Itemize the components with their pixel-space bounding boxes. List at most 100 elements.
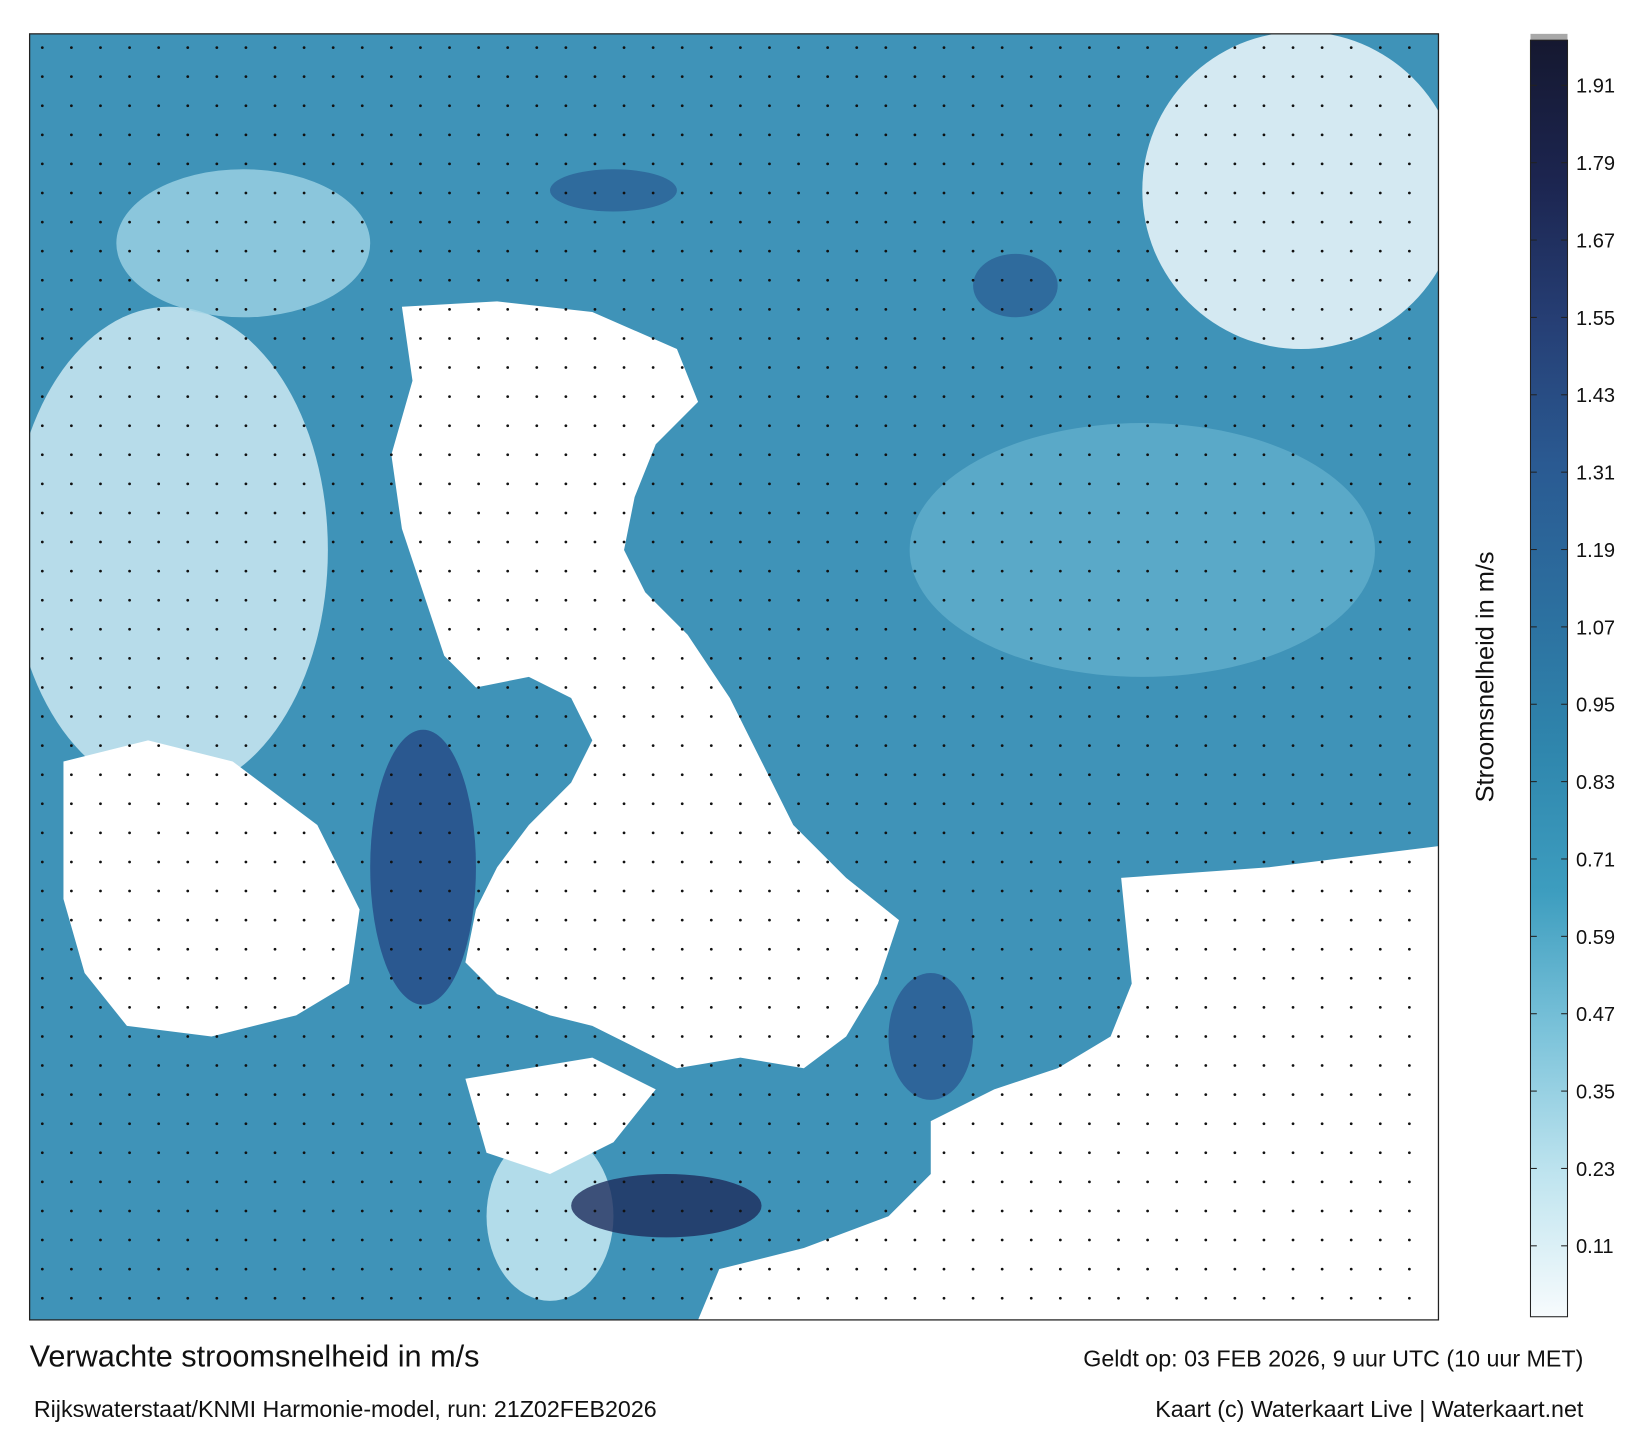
grid-dot: [739, 831, 742, 835]
grid-dot: [1378, 744, 1382, 747]
grid-dot: [477, 278, 480, 282]
grid-dot: [1408, 1122, 1411, 1126]
grid-dot: [1204, 1296, 1208, 1300]
grid-dot: [1088, 395, 1091, 398]
grid-dot: [506, 453, 510, 457]
grid-dot: [1029, 46, 1033, 49]
grid-dot: [1204, 627, 1208, 631]
grid-dot: [1204, 453, 1208, 457]
grid-dot: [1175, 1180, 1179, 1184]
grid-dot: [1146, 860, 1149, 864]
grid-dot: [651, 889, 655, 893]
grid-dot: [680, 1035, 684, 1038]
grid-dot: [273, 1093, 277, 1097]
grid-dot: [331, 249, 335, 253]
grid-dot: [913, 1180, 917, 1184]
grid-dot: [1408, 802, 1411, 806]
grid-dot: [1000, 831, 1004, 835]
grid-dot: [99, 744, 102, 747]
grid-dot: [1058, 278, 1062, 282]
grid-dot: [651, 860, 655, 864]
grid-dot: [622, 1035, 626, 1038]
grid-dot: [622, 278, 626, 282]
grid-dot: [244, 540, 248, 544]
grid-dot: [1204, 744, 1208, 747]
grid-dot: [1349, 337, 1353, 340]
grid-dot: [128, 162, 131, 166]
grid-dot: [913, 249, 917, 253]
grid-dot: [1262, 482, 1266, 486]
grid-dot: [1029, 918, 1033, 922]
grid-dot: [651, 686, 655, 689]
shallow-water: [116, 169, 371, 318]
grid-dot: [797, 831, 800, 835]
grid-dot: [273, 1006, 277, 1009]
grid-dot: [244, 1296, 248, 1300]
grid-dot: [768, 511, 771, 515]
grid-dot: [535, 453, 539, 457]
grid-dot: [99, 75, 102, 79]
grid-dot: [1204, 598, 1208, 602]
grid-dot: [360, 307, 364, 311]
grid-dot: [564, 831, 568, 835]
grid-dot: [477, 511, 480, 515]
grid-dot: [360, 482, 364, 486]
grid-dot: [739, 1151, 742, 1155]
grid-dot: [477, 424, 480, 428]
grid-dot: [680, 744, 684, 747]
grid-dot: [477, 918, 480, 922]
grid-dot: [1088, 75, 1091, 79]
grid-dot: [680, 75, 684, 79]
grid-dot: [855, 1006, 859, 1009]
grid-dot: [971, 976, 975, 980]
grid-dot: [535, 511, 539, 515]
grid-dot: [1117, 715, 1120, 718]
grid-dot: [1175, 1035, 1179, 1038]
grid-dot: [680, 482, 684, 486]
grid-dot: [709, 220, 713, 224]
grid-dot: [1175, 1093, 1179, 1097]
grid-dot: [331, 307, 335, 311]
grid-dot: [564, 686, 568, 689]
grid-dot: [1262, 976, 1266, 980]
grid-dot: [1378, 889, 1382, 893]
grid-dot: [215, 453, 219, 457]
grid-dot: [622, 482, 626, 486]
grid-dot: [797, 1093, 800, 1097]
grid-dot: [1291, 1151, 1295, 1155]
grid-dot: [99, 1151, 102, 1155]
grid-dot: [215, 104, 219, 108]
grid-dot: [99, 133, 102, 137]
grid-dot: [855, 1267, 859, 1271]
grid-dot: [506, 1064, 510, 1067]
grid-dot: [40, 133, 44, 137]
grid-dot: [1204, 191, 1208, 195]
grid-dot: [1378, 162, 1382, 166]
grid-dot: [855, 656, 859, 660]
grid-dot: [448, 1006, 451, 1009]
grid-dot: [1233, 540, 1237, 544]
grid-dot: [1320, 1006, 1324, 1009]
grid-dot: [506, 366, 510, 369]
grid-dot: [680, 1209, 684, 1213]
grid-dot: [826, 860, 830, 864]
grid-dot: [709, 540, 713, 544]
grid-dot: [360, 1267, 364, 1271]
grid-dot: [389, 1122, 393, 1126]
grid-dot: [477, 220, 480, 224]
grid-dot: [768, 133, 771, 137]
grid-dot: [622, 598, 626, 602]
grid-dot: [244, 831, 248, 835]
grid-dot: [40, 947, 44, 951]
grid-dot: [360, 220, 364, 224]
grid-dot: [1117, 802, 1120, 806]
grid-dot: [593, 1296, 597, 1300]
grid-dot: [1378, 220, 1382, 224]
grid-dot: [1378, 278, 1382, 282]
grid-dot: [1291, 424, 1295, 428]
colorbar-tick-label: 0.83: [1576, 772, 1615, 794]
grid-dot: [913, 1296, 917, 1300]
grid-dot: [1291, 220, 1295, 224]
grid-dot: [1349, 366, 1353, 369]
